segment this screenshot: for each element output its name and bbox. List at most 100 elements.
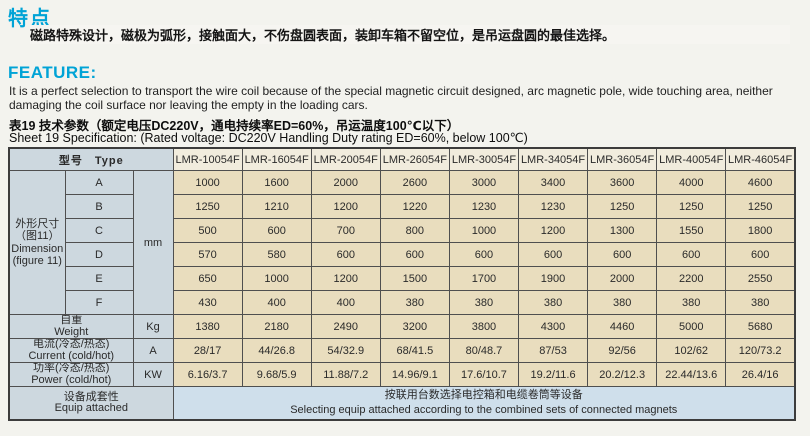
weight-value-cell: 4460 [587, 314, 658, 339]
model-header-cell: LMR-36054F [587, 147, 658, 171]
dim-value-cell: 400 [310, 290, 381, 315]
weight-value-cell: 2180 [241, 314, 312, 339]
dim-value-cell: 2550 [725, 266, 796, 291]
current-value-cell: 68/41.5 [379, 338, 450, 363]
dim-value-cell: 800 [379, 218, 450, 243]
power-value-cell: 26.4/16 [725, 362, 796, 387]
dim-value-cell: 1230 [517, 194, 589, 219]
dim-value-cell: 3400 [517, 170, 589, 195]
weight-row: 自重 Weight Kg 1380 2180 2490 3200 3800 43… [8, 314, 796, 339]
dim-value-cell: 600 [379, 242, 450, 267]
dim-value-cell: 1000 [241, 266, 312, 291]
dim-value-cell: 650 [172, 266, 243, 291]
power-value-cell: 9.68/5.9 [241, 362, 312, 387]
weight-value-cell: 4300 [517, 314, 589, 339]
weight-value-cell: 1380 [172, 314, 243, 339]
dim-value-cell: 3600 [587, 170, 658, 195]
sheet-caption-cn: 表19 技术参数（额定电压DC220V，通电持续率ED=60%，吊运温度100℃… [9, 119, 460, 133]
dim-value-cell: 600 [656, 242, 727, 267]
model-header-row: 型号 Type LMR-10054F LMR-16054F LMR-20054F… [8, 147, 796, 171]
power-value-cell: 20.2/12.3 [587, 362, 658, 387]
dimension-row-A: 外形尺寸 （图11） Dimension (figure 11) A mm 10… [8, 170, 796, 315]
dim-value-cell: 1600 [241, 170, 312, 195]
dimension-row-E: E 650 1000 1200 1500 1700 1900 2000 2200… [9, 266, 796, 291]
dim-value-cell: 380 [656, 290, 727, 315]
dim-value-cell: 380 [725, 290, 796, 315]
power-value-cell: 19.2/11.6 [517, 362, 589, 387]
dim-value-cell: 700 [310, 218, 381, 243]
model-header-cell: LMR-30054F [448, 147, 520, 171]
feature-body-cn: 磁路特殊设计，磁极为弧形，接触面大，不伤盘圆表面，装卸车箱不留空位，是吊运盘圆的… [30, 25, 790, 44]
dim-value-cell: 2200 [656, 266, 727, 291]
dim-value-cell: 4000 [656, 170, 727, 195]
model-header-cell: LMR-10054F [172, 147, 243, 171]
dim-value-cell: 2000 [587, 266, 658, 291]
dim-value-cell: 600 [517, 242, 589, 267]
weight-value-cell: 2490 [310, 314, 381, 339]
current-value-cell: 54/32.9 [310, 338, 381, 363]
feature-title-cn: 特点 [8, 8, 52, 30]
current-value-cell: 80/48.7 [448, 338, 520, 363]
feature-title-en: FEATURE: [8, 63, 97, 82]
dim-value-cell: 1200 [310, 194, 381, 219]
dim-value-cell: 1700 [448, 266, 520, 291]
current-label: 电流(冷态/热态) Current (cold/hot) [8, 338, 134, 363]
power-value-cell: 11.88/7.2 [310, 362, 381, 387]
current-unit: A [132, 338, 174, 363]
current-value-cell: 92/56 [587, 338, 658, 363]
current-value-cell: 44/26.8 [241, 338, 312, 363]
dim-value-cell: 1550 [656, 218, 727, 243]
dimension-letter: D [64, 242, 134, 267]
weight-value-cell: 3800 [448, 314, 520, 339]
dim-value-cell: 2000 [310, 170, 381, 195]
model-header-cell: LMR-16054F [241, 147, 312, 171]
dim-value-cell: 380 [448, 290, 520, 315]
dim-value-cell: 1900 [517, 266, 589, 291]
dim-value-cell: 570 [172, 242, 243, 267]
power-value-cell: 14.96/9.1 [379, 362, 450, 387]
equip-label: 设备成套性 Equip attached [8, 386, 174, 421]
spec-table: 型号 Type LMR-10054F LMR-16054F LMR-20054F… [8, 147, 796, 421]
dim-value-cell: 380 [379, 290, 450, 315]
weight-unit: Kg [132, 314, 174, 339]
dim-value-cell: 1800 [725, 218, 796, 243]
dimension-label-line: （图11） [15, 230, 60, 242]
dimension-letter: B [64, 194, 134, 219]
dim-value-cell: 1000 [448, 218, 520, 243]
current-value-cell: 28/17 [172, 338, 243, 363]
current-row: 电流(冷态/热态) Current (cold/hot) A 28/17 44/… [8, 338, 796, 363]
weight-label: 自重 Weight [8, 314, 134, 339]
current-value-cell: 120/73.2 [725, 338, 796, 363]
feature-body-en: It is a perfect selection to transport t… [9, 84, 773, 112]
dim-value-cell: 1200 [310, 266, 381, 291]
dim-value-cell: 1250 [587, 194, 658, 219]
dim-value-cell: 2600 [379, 170, 450, 195]
dim-value-cell: 1250 [725, 194, 796, 219]
power-value-cell: 22.44/13.6 [656, 362, 727, 387]
dim-value-cell: 380 [517, 290, 589, 315]
equip-value-en: Selecting equip attached according to th… [290, 404, 678, 416]
dim-value-cell: 600 [587, 242, 658, 267]
dimension-label-line: (figure 11) [12, 255, 62, 267]
dim-value-cell: 4600 [725, 170, 796, 195]
dim-value-cell: 580 [241, 242, 312, 267]
dim-value-cell: 600 [310, 242, 381, 267]
current-value-cell: 87/53 [517, 338, 589, 363]
dim-value-cell: 1500 [379, 266, 450, 291]
dim-value-cell: 600 [725, 242, 796, 267]
power-value-cell: 6.16/3.7 [172, 362, 243, 387]
model-header-cell: LMR-34054F [517, 147, 589, 171]
power-value-cell: 17.6/10.7 [448, 362, 520, 387]
weight-value-cell: 5680 [725, 314, 796, 339]
dim-value-cell: 380 [587, 290, 658, 315]
dim-value-cell: 600 [241, 218, 312, 243]
dimension-letter: E [64, 266, 134, 291]
dimension-row-D: D 570 580 600 600 600 600 600 600 600 [9, 242, 796, 267]
dimension-letter: F [64, 290, 134, 315]
dim-value-cell: 1230 [448, 194, 520, 219]
dimension-group-label: 外形尺寸 （图11） Dimension (figure 11) [8, 170, 66, 315]
dimension-row-C: C 500 600 700 800 1000 1200 1300 1550 18… [9, 218, 796, 243]
power-unit: KW [132, 362, 174, 387]
dimension-row-B: B 1250 1210 1200 1220 1230 1230 1250 125… [9, 194, 796, 219]
